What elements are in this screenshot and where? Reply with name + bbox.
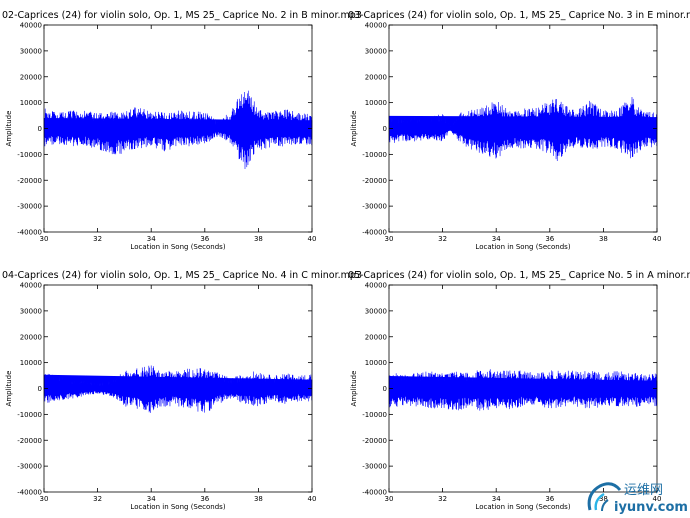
- x-tick-label: 32: [438, 495, 447, 503]
- x-tick-label: 32: [93, 235, 102, 243]
- watermark-logo: 运维网 iyunv.com: [587, 482, 688, 515]
- y-tick-label: 20000: [20, 333, 42, 341]
- x-tick-label: 36: [545, 495, 554, 503]
- y-tick-label: -30000: [17, 203, 42, 211]
- chart-title: 02-Caprices (24) for violin solo, Op. 1,…: [2, 10, 362, 21]
- y-tick-label: 30000: [365, 307, 387, 315]
- chart-title: 04-Caprices (24) for violin solo, Op. 1,…: [2, 270, 362, 281]
- y-tick-label: -40000: [17, 489, 42, 497]
- y-tick-label: 40000: [20, 22, 42, 30]
- y-axis-label: Amplitude: [5, 111, 13, 147]
- x-tick-label: 40: [653, 495, 662, 503]
- x-axis-label: Location in Song (Seconds): [130, 243, 225, 251]
- y-tick-label: -10000: [17, 151, 42, 159]
- y-tick-label: 0: [38, 125, 42, 133]
- chart-panel-3: 30 32 34 36 38 40 40000 30000 20000 10000 0 -10000 -…: [348, 10, 690, 251]
- y-tick-label: -20000: [362, 437, 387, 445]
- chart-title: 05-Caprices (24) for violin solo, Op. 1,…: [348, 270, 690, 281]
- y-tick-label: -30000: [362, 463, 387, 471]
- y-tick-label: 10000: [20, 359, 42, 367]
- x-tick-label: 30: [40, 495, 49, 503]
- x-tick-label: 34: [147, 495, 156, 503]
- y-tick-label: 0: [383, 385, 387, 393]
- x-tick-label: 32: [438, 235, 447, 243]
- y-tick-label: 10000: [365, 99, 387, 107]
- x-tick-label: 30: [385, 495, 394, 503]
- y-tick-label: -40000: [362, 489, 387, 497]
- x-tick-label: 38: [599, 495, 608, 503]
- y-tick-label: 20000: [365, 73, 387, 81]
- y-tick-label: -10000: [362, 411, 387, 419]
- x-tick-label: 36: [200, 495, 209, 503]
- y-tick-label: -10000: [362, 151, 387, 159]
- waveform-series: [43, 365, 313, 413]
- y-tick-label: 40000: [365, 282, 387, 290]
- x-axis-label: Location in Song (Seconds): [130, 503, 225, 511]
- waveform-series: [43, 90, 313, 170]
- x-tick-label: 32: [93, 495, 102, 503]
- x-axis-label: Location in Song (Seconds): [475, 503, 570, 511]
- y-tick-label: 30000: [20, 47, 42, 55]
- y-tick-label: -20000: [362, 177, 387, 185]
- y-tick-label: 0: [383, 125, 387, 133]
- y-axis-label: Amplitude: [350, 371, 358, 407]
- x-tick-label: 40: [308, 495, 317, 503]
- swirl-icon: [587, 482, 622, 512]
- y-tick-label: 20000: [20, 73, 42, 81]
- waveform-series: [388, 97, 658, 161]
- y-tick-label: 30000: [365, 47, 387, 55]
- chart-panel-4: 30 32 34 36 38 40 40000 30000 20000 10000 0 -10000 -…: [2, 270, 362, 511]
- y-tick-label: 30000: [20, 307, 42, 315]
- x-tick-label: 36: [200, 235, 209, 243]
- y-tick-label: 0: [38, 385, 42, 393]
- y-tick-label: 40000: [20, 282, 42, 290]
- x-tick-label: 38: [599, 235, 608, 243]
- x-tick-label: 40: [653, 235, 662, 243]
- y-tick-label: -20000: [17, 177, 42, 185]
- y-axis-label: Amplitude: [5, 371, 13, 407]
- y-tick-label: 40000: [365, 22, 387, 30]
- y-tick-label: -30000: [17, 463, 42, 471]
- watermark-url-text: iyunv.com: [614, 500, 688, 515]
- x-tick-label: 40: [308, 235, 317, 243]
- y-axis-label: Amplitude: [350, 111, 358, 147]
- y-tick-label: 10000: [365, 359, 387, 367]
- y-tick-label: -10000: [17, 411, 42, 419]
- watermark-cn-text: 运维网: [624, 483, 663, 498]
- y-tick-label: -40000: [362, 229, 387, 237]
- y-tick-label: 20000: [365, 333, 387, 341]
- x-tick-label: 38: [254, 495, 263, 503]
- x-tick-label: 30: [40, 235, 49, 243]
- y-tick-label: -40000: [17, 229, 42, 237]
- chart-panel-2: 30 32 34 36 38 40 40000 30000 20000 10000 0 -10000 -…: [2, 10, 362, 251]
- x-tick-label: 34: [492, 495, 501, 503]
- x-tick-label: 30: [385, 235, 394, 243]
- x-tick-label: 38: [254, 235, 263, 243]
- waveform-series: [388, 369, 658, 411]
- y-tick-label: 10000: [20, 99, 42, 107]
- x-tick-label: 34: [492, 235, 501, 243]
- x-tick-label: 36: [545, 235, 554, 243]
- y-tick-label: -30000: [362, 203, 387, 211]
- chart-panel-5: 30 32 34 36 38 40 40000 30000 20000 10000 0 -10000 -…: [348, 270, 690, 511]
- y-tick-label: -20000: [17, 437, 42, 445]
- x-tick-label: 34: [147, 235, 156, 243]
- chart-title: 03-Caprices (24) for violin solo, Op. 1,…: [348, 10, 690, 21]
- x-axis-label: Location in Song (Seconds): [475, 243, 570, 251]
